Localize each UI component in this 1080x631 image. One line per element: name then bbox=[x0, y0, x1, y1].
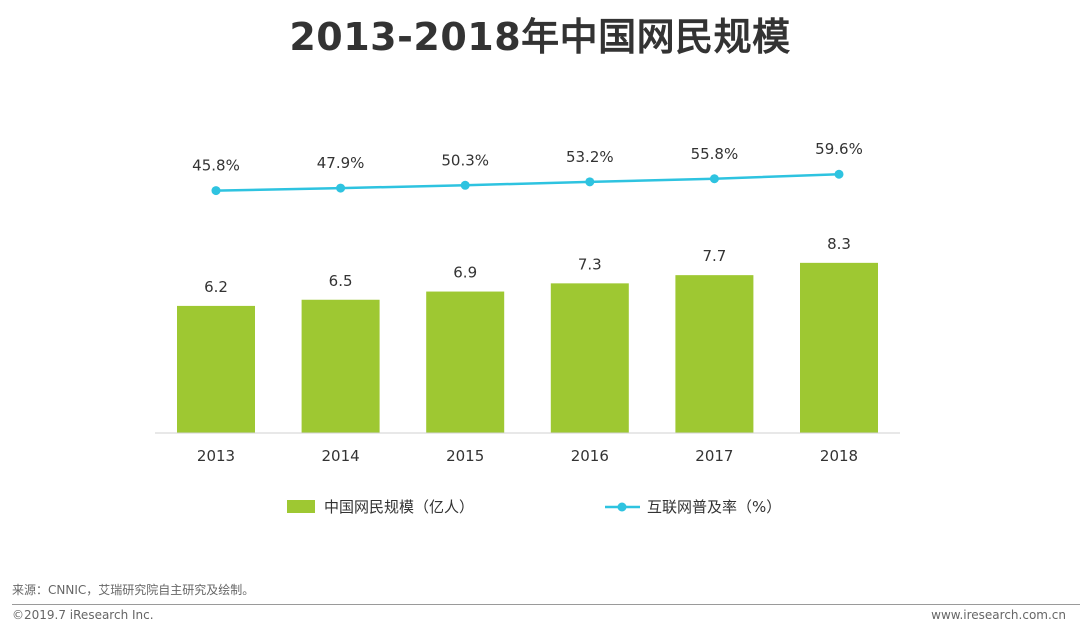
bar-value-label: 8.3 bbox=[827, 235, 851, 253]
bar-value-label: 6.2 bbox=[204, 278, 228, 296]
penetration-point bbox=[460, 180, 470, 190]
line-value-label: 45.8% bbox=[192, 157, 240, 175]
bar-value-label: 7.7 bbox=[702, 247, 726, 265]
penetration-point bbox=[336, 183, 346, 193]
x-tick-label: 2014 bbox=[322, 447, 360, 465]
labels-layer: 6.2 2013 6.5 2014 6.9 2015 7.3 2016 7.7 2017 8.3 20… bbox=[192, 140, 863, 465]
chart-canvas: 6.2 2013 6.5 2014 6.9 2015 7.3 2016 7.7 2017 8.3 20… bbox=[155, 140, 900, 516]
x-tick-label: 2017 bbox=[695, 447, 733, 465]
copyright: ©2019.7 iResearch Inc. bbox=[12, 608, 154, 622]
bar-2018 bbox=[800, 262, 878, 433]
line-value-label: 55.8% bbox=[691, 145, 739, 163]
website-url: www.iresearch.com.cn bbox=[931, 608, 1066, 622]
bar-2015 bbox=[426, 291, 505, 433]
legend-bar-label: 中国网民规模（亿人） bbox=[324, 498, 474, 516]
line-value-label: 47.9% bbox=[317, 154, 365, 172]
bar-value-label: 7.3 bbox=[578, 255, 602, 273]
bar-2016 bbox=[550, 283, 629, 433]
chart-title: 2013-2018年中国网民规模 bbox=[289, 15, 791, 59]
legend: 中国网民规模（亿人） 互联网普及率（%） bbox=[287, 498, 781, 516]
penetration-point bbox=[211, 186, 221, 196]
bar-2017 bbox=[675, 275, 754, 433]
penetration-line bbox=[215, 172, 840, 192]
x-tick-label: 2015 bbox=[446, 447, 484, 465]
line-layer bbox=[211, 169, 844, 196]
bar-value-label: 6.5 bbox=[329, 272, 353, 290]
line-value-label: 59.6% bbox=[815, 140, 863, 158]
bar-2014 bbox=[301, 299, 380, 433]
bars-layer bbox=[177, 262, 878, 433]
legend-bar-swatch bbox=[287, 500, 315, 513]
bar-2013 bbox=[177, 305, 255, 433]
x-tick-label: 2013 bbox=[197, 447, 235, 465]
x-tick-label: 2016 bbox=[571, 447, 609, 465]
source-note: 来源：CNNIC，艾瑞研究院自主研究及绘制。 bbox=[12, 583, 255, 597]
x-tick-label: 2018 bbox=[820, 447, 858, 465]
line-value-label: 50.3% bbox=[441, 151, 489, 169]
penetration-point bbox=[585, 177, 595, 187]
legend-line-label: 互联网普及率（%） bbox=[647, 498, 781, 516]
legend-line-marker bbox=[617, 502, 627, 512]
line-value-label: 53.2% bbox=[566, 148, 614, 166]
penetration-point bbox=[834, 169, 844, 179]
bar-value-label: 6.9 bbox=[453, 264, 477, 282]
footer-divider bbox=[12, 604, 1080, 605]
penetration-point bbox=[709, 174, 719, 184]
